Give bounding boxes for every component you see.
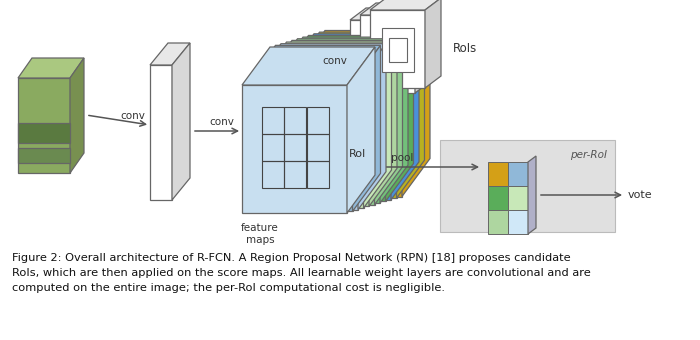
Polygon shape	[248, 83, 353, 211]
Text: RoI: RoI	[349, 149, 366, 159]
Polygon shape	[242, 85, 347, 213]
Polygon shape	[360, 3, 431, 15]
Bar	[508, 186, 528, 210]
Text: computed on the entire image; the per-RoI computational cost is negligible.: computed on the entire image; the per-Ro…	[12, 283, 445, 293]
Polygon shape	[415, 3, 431, 93]
Polygon shape	[70, 58, 84, 173]
Polygon shape	[358, 44, 386, 210]
Polygon shape	[253, 44, 386, 82]
Polygon shape	[360, 15, 415, 93]
Polygon shape	[297, 31, 430, 68]
Polygon shape	[18, 123, 70, 143]
Polygon shape	[242, 47, 375, 85]
Text: per-RoI: per-RoI	[570, 150, 607, 160]
Bar	[262, 134, 284, 161]
Bar	[488, 186, 508, 210]
Polygon shape	[396, 32, 424, 198]
Text: vote: vote	[628, 190, 652, 200]
Polygon shape	[275, 75, 380, 203]
Text: pool: pool	[391, 153, 413, 163]
Bar	[440, 140, 615, 232]
Text: feature
maps: feature maps	[241, 223, 279, 244]
Text: conv: conv	[120, 111, 146, 121]
Polygon shape	[386, 35, 414, 201]
Polygon shape	[281, 73, 386, 201]
Polygon shape	[286, 34, 419, 72]
Polygon shape	[353, 45, 381, 211]
Polygon shape	[405, 8, 421, 98]
Text: RPN: RPN	[358, 0, 382, 1]
Bar	[389, 38, 407, 62]
Bar	[508, 162, 528, 186]
Polygon shape	[172, 43, 190, 200]
Polygon shape	[275, 37, 408, 75]
Bar	[307, 161, 329, 188]
Bar	[488, 162, 508, 186]
Text: conv: conv	[323, 56, 347, 66]
Bar	[488, 210, 508, 234]
Bar	[307, 134, 329, 161]
Polygon shape	[258, 42, 391, 80]
Polygon shape	[264, 40, 397, 79]
Polygon shape	[363, 42, 391, 208]
Polygon shape	[286, 72, 391, 200]
Polygon shape	[258, 80, 363, 208]
Polygon shape	[281, 35, 414, 73]
Polygon shape	[425, 0, 441, 88]
Text: Figure 2: Overall architecture of R-FCN. A Region Proposal Network (RPN) [18] pr: Figure 2: Overall architecture of R-FCN.…	[12, 253, 570, 263]
Polygon shape	[374, 39, 402, 205]
Polygon shape	[350, 8, 421, 20]
Polygon shape	[291, 32, 424, 70]
Polygon shape	[370, 0, 441, 10]
Polygon shape	[297, 68, 402, 197]
Polygon shape	[18, 58, 84, 78]
Bar	[307, 107, 329, 134]
Bar	[508, 210, 528, 234]
Bar	[284, 107, 306, 134]
Polygon shape	[270, 39, 402, 77]
Bar	[382, 28, 414, 72]
Polygon shape	[369, 40, 397, 206]
Polygon shape	[391, 34, 419, 200]
Polygon shape	[150, 43, 190, 65]
Polygon shape	[528, 156, 536, 234]
Polygon shape	[270, 77, 374, 205]
Polygon shape	[380, 37, 408, 203]
Polygon shape	[347, 47, 375, 213]
Bar	[262, 107, 284, 134]
Bar	[262, 161, 284, 188]
Text: RoIs, which are then applied on the score maps. All learnable weight layers are : RoIs, which are then applied on the scor…	[12, 268, 591, 278]
Polygon shape	[248, 45, 381, 83]
Polygon shape	[150, 65, 172, 200]
Bar	[284, 134, 306, 161]
Text: RoIs: RoIs	[453, 42, 477, 55]
Polygon shape	[18, 78, 70, 173]
Polygon shape	[291, 70, 396, 198]
Polygon shape	[264, 79, 369, 206]
Bar	[284, 161, 306, 188]
Polygon shape	[402, 31, 430, 197]
Polygon shape	[253, 82, 358, 210]
Text: conv: conv	[209, 117, 234, 127]
Polygon shape	[350, 20, 405, 98]
Polygon shape	[18, 148, 70, 163]
Polygon shape	[370, 10, 425, 88]
